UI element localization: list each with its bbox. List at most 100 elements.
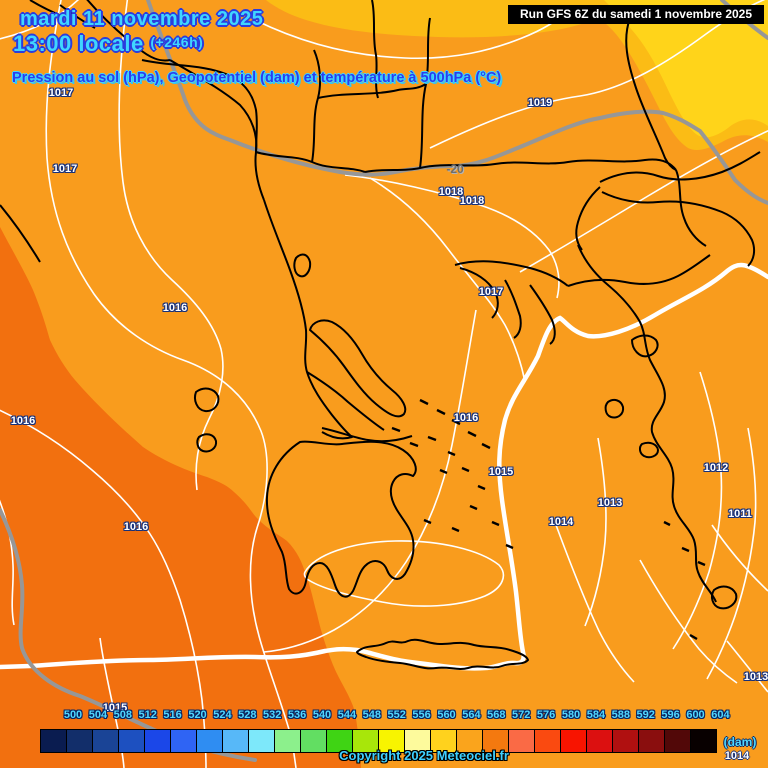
pressure-label: 1016 <box>162 302 188 314</box>
contour-568dam <box>0 262 768 671</box>
scale-tick-label: 556 <box>412 709 431 721</box>
scale-tick-label: 544 <box>337 709 357 721</box>
scale-tick-label: 568 <box>487 709 506 721</box>
scale-tick-label: 516 <box>163 709 182 721</box>
scale-color-box <box>534 729 561 753</box>
scale-color-box <box>118 729 145 753</box>
coastline-marmara-north <box>599 151 761 183</box>
scale-tick-label: 512 <box>138 709 157 721</box>
pressure-label: 1013 <box>743 671 768 683</box>
border-bosnia <box>141 59 258 153</box>
isobar-loop-crete <box>303 540 505 607</box>
region-556dam <box>604 0 768 138</box>
border-greece-bulgaria <box>364 158 677 173</box>
scale-color-box <box>274 729 301 753</box>
scale-tick-label: 508 <box>113 709 132 721</box>
scale-tick-label: 524 <box>213 709 232 721</box>
scale-tick-label: 532 <box>263 709 282 721</box>
scale-color-box <box>300 729 327 753</box>
scale-tick-label: 548 <box>362 709 381 721</box>
islands-cyclades <box>391 398 706 641</box>
forecast-offset: (+246h) <box>150 34 204 50</box>
scale-tick-label: 596 <box>661 709 680 721</box>
scale-color-box <box>586 729 613 753</box>
isobar-1013-corner <box>726 640 768 693</box>
local-time: 13:00 locale <box>13 31 144 56</box>
pressure-label: 1016 <box>453 412 479 424</box>
coastline-north-aegean <box>567 254 711 287</box>
isobar-1018 <box>344 174 560 299</box>
scale-tick-label: 604 <box>711 709 730 721</box>
isobar-1017-central <box>369 177 526 383</box>
pressure-label: 1018 <box>438 186 464 198</box>
corner-pressure-label: 1014 <box>724 750 750 762</box>
coastline-adriatic-islands2 <box>29 0 63 17</box>
border-albania-north <box>311 49 322 163</box>
island-zakynthos <box>196 433 218 453</box>
coastline-chalkidiki-2 <box>459 267 499 319</box>
isobar-northeast <box>519 130 768 273</box>
isobar-1012 <box>672 371 723 650</box>
scale-tick-label: 600 <box>686 709 705 721</box>
isobar-1014 <box>555 524 635 683</box>
scale-color-box <box>222 729 249 753</box>
isobar-southeast-corner <box>711 524 768 592</box>
isobar-1017-west <box>45 0 297 768</box>
scale-color-box <box>196 729 223 753</box>
isobar-northwest-corner <box>0 0 80 40</box>
scale-color-box <box>92 729 119 753</box>
scale-color-box <box>612 729 639 753</box>
island-chios <box>604 398 625 419</box>
scale-unit-label: (dam) <box>723 735 757 749</box>
border-serbia-west <box>371 0 379 99</box>
coastline-montenegro-albania <box>169 59 265 201</box>
scale-tick-label: 552 <box>387 709 406 721</box>
pressure-label: 1017 <box>52 163 78 175</box>
border-macedonia-north <box>317 83 427 99</box>
isobar-1013-central <box>584 437 607 627</box>
scale-color-box <box>404 729 431 753</box>
pressure-label: 1016 <box>123 521 149 533</box>
pressure-label: 1016 <box>10 415 36 427</box>
coastline-croatia <box>86 0 171 62</box>
border-bulgaria-northeast <box>625 17 677 171</box>
coastlines-borders <box>0 0 761 670</box>
coastline-chalkidiki-3 <box>504 279 522 339</box>
isobar-north-band <box>254 11 567 60</box>
scale-tick-label: 500 <box>63 709 83 721</box>
scale-tick-label: 588 <box>611 709 630 721</box>
copyright-label: Copyright 2025 Meteociel.fr <box>339 748 509 763</box>
isotherm-label: -20 <box>446 162 464 176</box>
time-label: 13:00 locale (+246h) <box>13 31 203 57</box>
scale-color-box <box>690 729 717 753</box>
pressure-label: 1012 <box>703 462 729 474</box>
coastline-turkey-west <box>577 244 717 603</box>
scale-tick-label: 540 <box>312 709 332 721</box>
scale-tick-label: 528 <box>238 709 257 721</box>
pressure-label: 1013 <box>597 497 623 509</box>
scale-tick-label: 592 <box>636 709 655 721</box>
scale-tick-label: 564 <box>462 709 481 721</box>
scale-tick-label: 504 <box>88 709 108 721</box>
scale-color-box <box>560 729 587 753</box>
scale-color-box <box>40 729 67 753</box>
coastline-marmara-south <box>601 191 756 267</box>
coastline-dardanelles <box>575 186 601 251</box>
isobar-1016-southwest <box>0 409 207 768</box>
pressure-label: 1017 <box>478 286 504 298</box>
scale-color-box <box>456 729 483 753</box>
coastline-gulf-corinth-north <box>321 427 413 443</box>
scale-color-box <box>508 729 535 753</box>
pressure-label: 1019 <box>527 97 553 109</box>
isobar-1016-west-inner <box>118 0 224 491</box>
isobar-west-edge <box>0 499 15 626</box>
run-info-banner: Run GFS 6Z du samedi 1 novembre 2025 <box>508 5 764 24</box>
isobar-1013-south <box>639 559 738 684</box>
coastline-chalkidiki-1 <box>454 260 569 287</box>
scale-color-box <box>352 729 379 753</box>
scale-color-box <box>248 729 275 753</box>
pressure-label: 1017 <box>48 87 74 99</box>
scale-tick-label: 580 <box>561 709 581 721</box>
